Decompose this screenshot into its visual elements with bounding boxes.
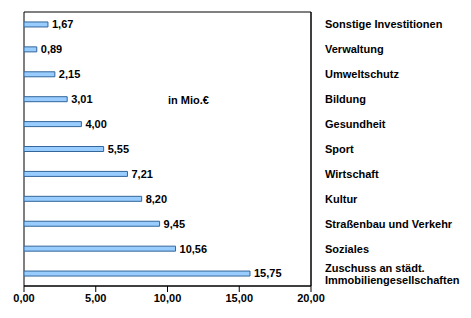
svg-text:1,67: 1,67 — [52, 18, 73, 30]
svg-text:2,15: 2,15 — [59, 68, 80, 80]
svg-text:0,00: 0,00 — [13, 292, 34, 304]
svg-text:Wirtschaft: Wirtschaft — [325, 168, 379, 180]
svg-text:3,01: 3,01 — [71, 93, 92, 105]
svg-text:20,00: 20,00 — [297, 292, 325, 304]
svg-text:15,75: 15,75 — [254, 267, 282, 279]
svg-text:8,20: 8,20 — [146, 193, 167, 205]
svg-text:10,56: 10,56 — [180, 243, 208, 255]
svg-text:Sonstige Investitionen: Sonstige Investitionen — [325, 18, 443, 30]
svg-text:15,00: 15,00 — [225, 292, 253, 304]
svg-text:Zuschuss an städt.Immobilienge: Zuschuss an städt.Immobiliengesellschaft… — [325, 262, 460, 286]
svg-text:9,45: 9,45 — [164, 218, 185, 230]
svg-text:Verwaltung: Verwaltung — [325, 43, 384, 55]
svg-text:5,55: 5,55 — [108, 143, 129, 155]
svg-text:Straßenbau und Verkehr: Straßenbau und Verkehr — [325, 218, 453, 230]
svg-text:Gesundheit: Gesundheit — [325, 118, 386, 130]
svg-text:Soziales: Soziales — [325, 243, 369, 255]
svg-text:Bildung: Bildung — [325, 93, 366, 105]
svg-text:7,21: 7,21 — [131, 168, 152, 180]
html-text:in Mio.€: in Mio.€ — [168, 94, 209, 106]
svg-text:4,00: 4,00 — [85, 118, 106, 130]
svg-text:10,00: 10,00 — [154, 292, 182, 304]
svg-text:0,89: 0,89 — [41, 43, 62, 55]
svg-text:Sport: Sport — [325, 143, 354, 155]
svg-text:Kultur: Kultur — [325, 193, 358, 205]
svg-text:5,00: 5,00 — [85, 292, 106, 304]
svg-text:Umweltschutz: Umweltschutz — [325, 68, 399, 80]
